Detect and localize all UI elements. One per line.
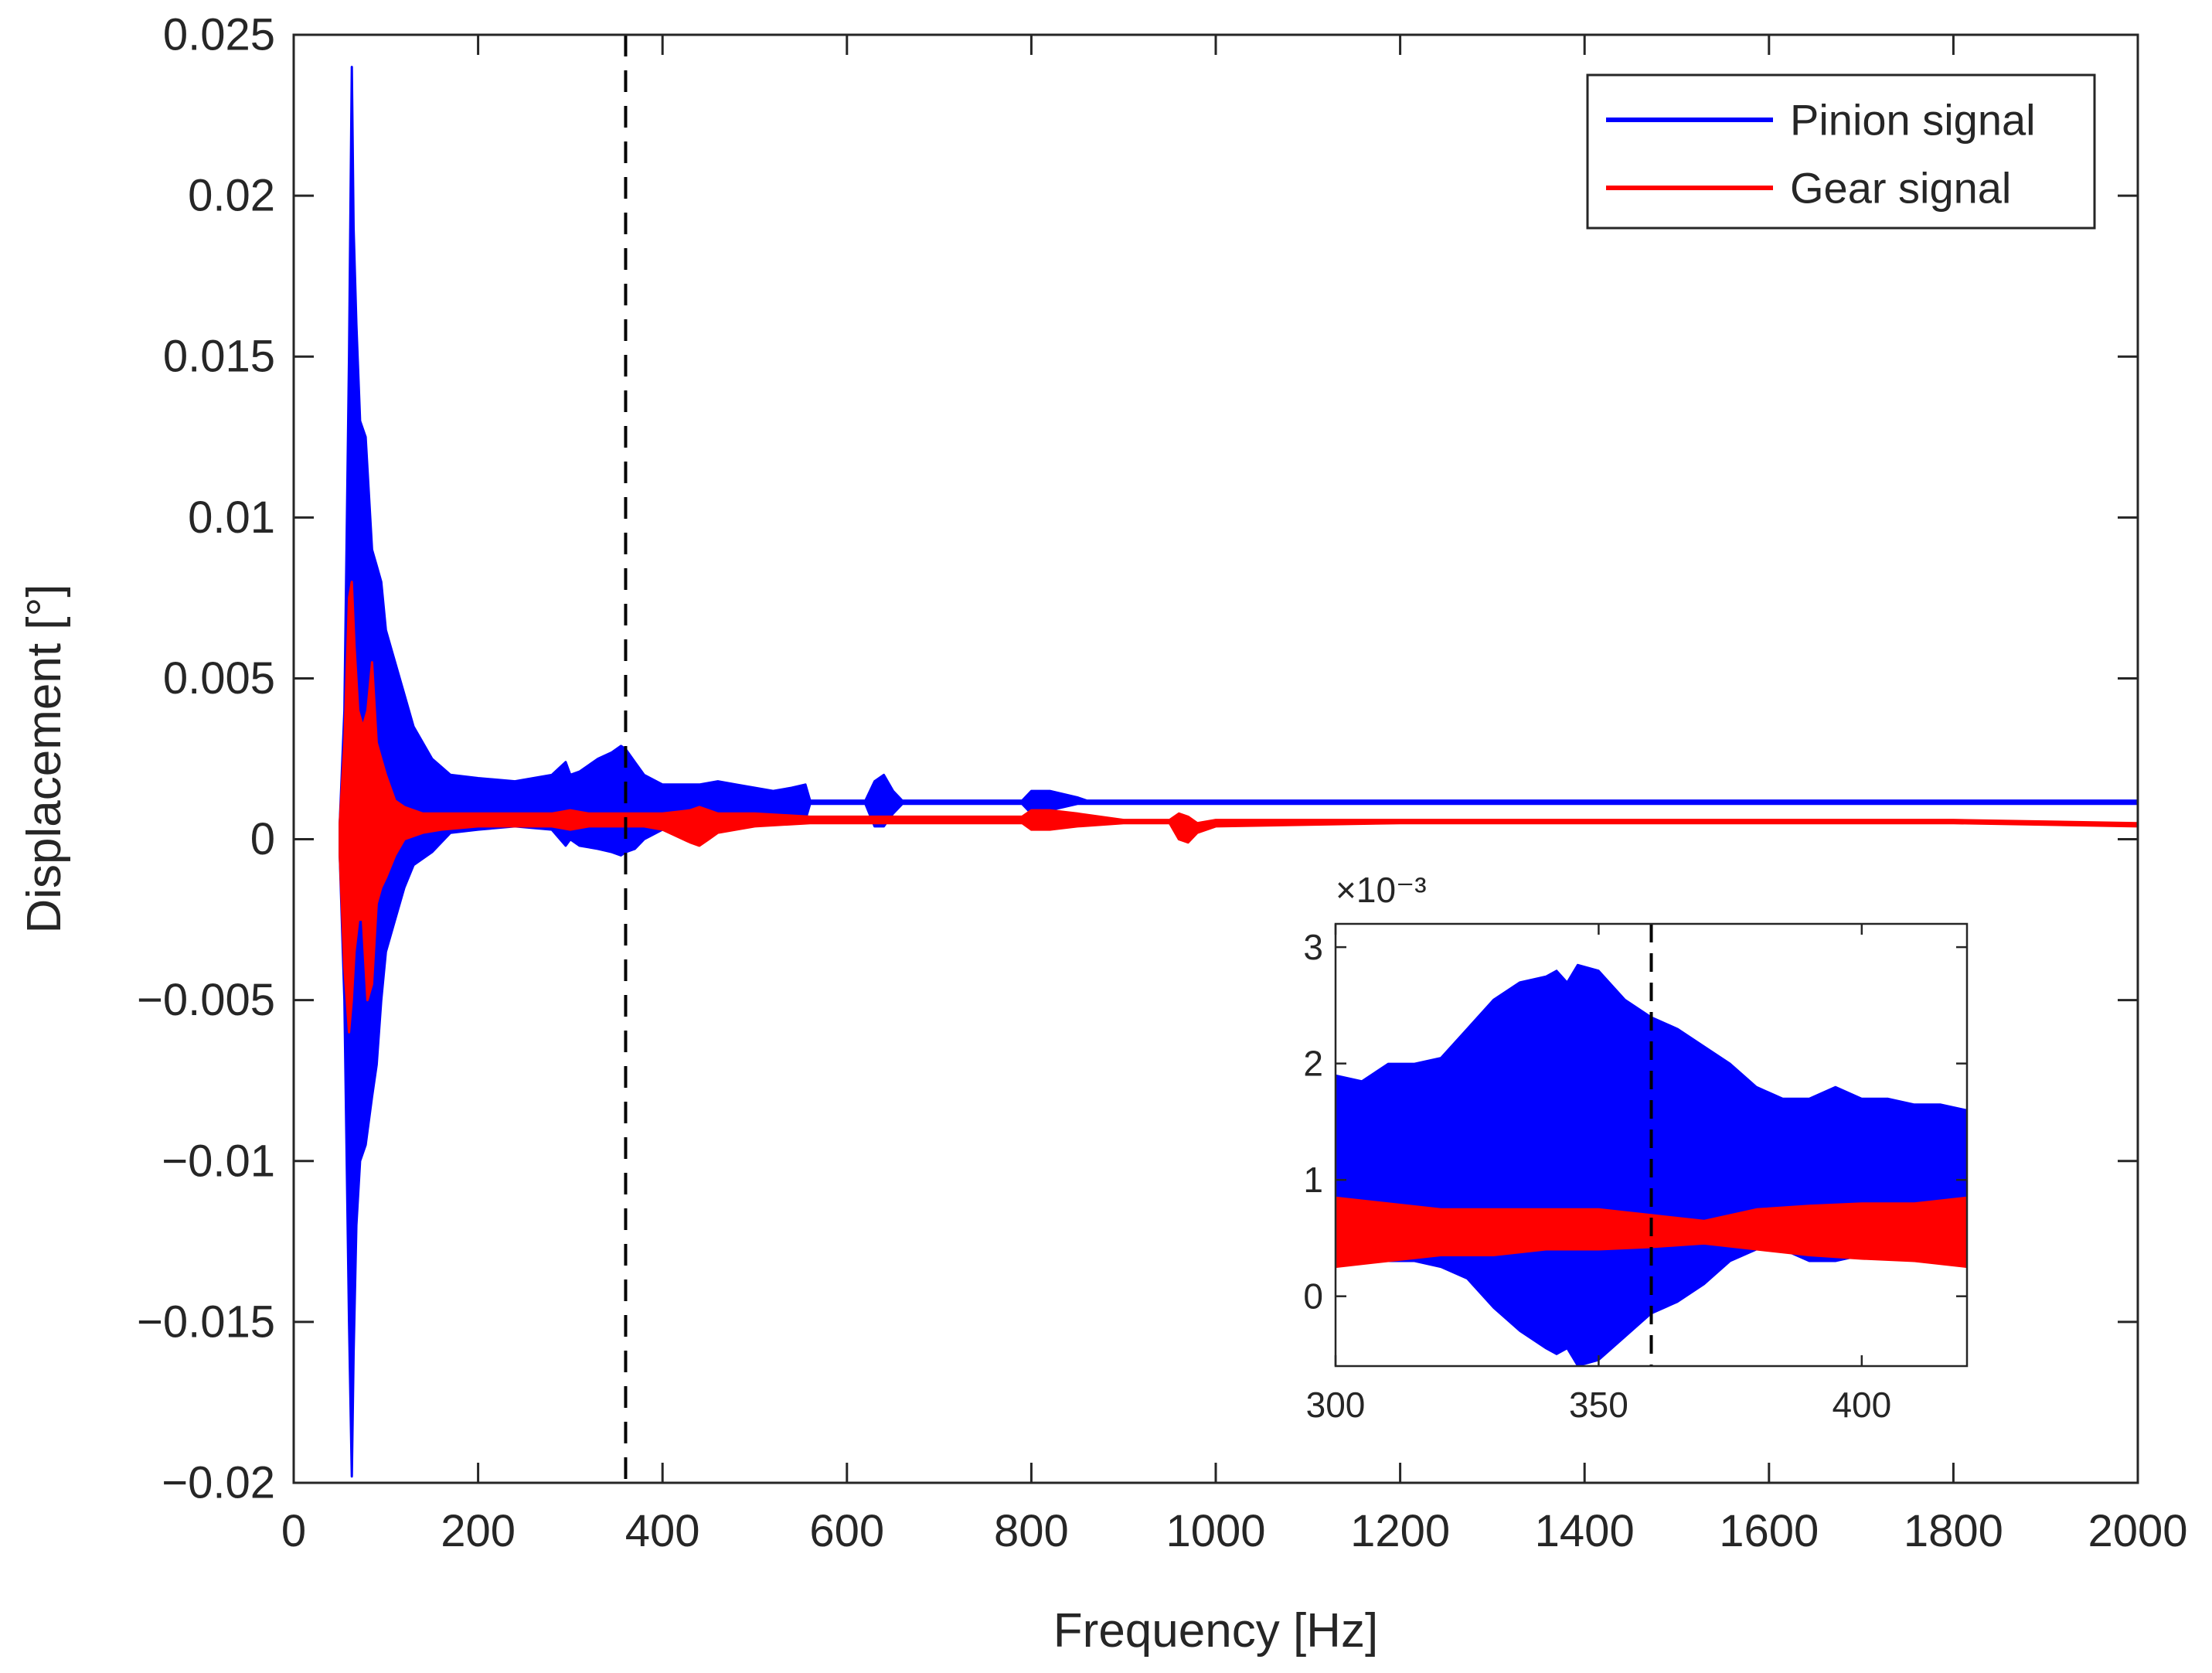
main-x-tick-label: 1000 — [1166, 1506, 1265, 1556]
main-y-tick-label: −0.005 — [137, 975, 275, 1025]
legend-box — [1586, 73, 2096, 230]
inset-y-tick-label: 2 — [1303, 1044, 1323, 1084]
inset-x-tick-label: 350 — [1569, 1385, 1628, 1425]
inset-axes-frame — [1334, 922, 1969, 1368]
main-x-tick-label: 600 — [809, 1506, 884, 1556]
legend-label-pinion-signal: Pinion signal — [1790, 96, 2036, 145]
inset-plot: 300 350 400 0 1 2 3 ×10⁻³ — [1303, 870, 1969, 1425]
inset-y-tick-label: 0 — [1303, 1276, 1323, 1317]
main-x-tick-label: 200 — [441, 1506, 516, 1556]
inset-y-tick-label: 3 — [1303, 927, 1323, 967]
main-y-tick-label: −0.01 — [162, 1136, 275, 1186]
main-series-group — [339, 66, 2138, 1478]
main-x-tick-label: 1800 — [1904, 1506, 2003, 1556]
inset-y-exponent: ×10⁻³ — [1336, 870, 1427, 910]
main-y-tick-label: 0.015 — [163, 332, 275, 382]
main-y-tick-label: −0.015 — [137, 1296, 275, 1347]
main-plot: 0 200 400 600 800 1000 1200 1400 1600 1800 2000−0.… — [18, 10, 2188, 1658]
main-x-tick-label: 2000 — [2088, 1506, 2187, 1556]
legend: Pinion signal Gear signal — [1586, 73, 2096, 230]
main-y-tick-label: 0.005 — [163, 653, 275, 704]
y-axis-title: Displacement [°] — [18, 584, 71, 933]
main-y-tick-label: 0.01 — [188, 492, 275, 543]
inset-x-tick-label: 400 — [1832, 1385, 1891, 1425]
main-x-tick-label: 1400 — [1535, 1506, 1635, 1556]
main-x-tick-label: 800 — [994, 1506, 1069, 1556]
main-x-tick-label: 1200 — [1350, 1506, 1450, 1556]
main-x-tick-label: 1600 — [1719, 1506, 1819, 1556]
main-x-tick-label: 400 — [625, 1506, 700, 1556]
main-series-gear-signal — [339, 581, 2138, 1034]
main-axes-frame — [292, 33, 2139, 1484]
main-x-tick-label: 0 — [281, 1506, 306, 1556]
main-y-tick-label: 0.02 — [188, 171, 275, 221]
inset-x-tick-label: 300 — [1306, 1385, 1366, 1425]
inset-y-tick-label: 1 — [1303, 1160, 1323, 1200]
main-y-tick-label: −0.02 — [162, 1458, 275, 1508]
main-y-tick-label: 0.025 — [163, 10, 275, 60]
legend-label-gear-signal: Gear signal — [1790, 164, 2011, 213]
x-axis-title: Frequency [Hz] — [1053, 1604, 1378, 1658]
main-y-tick-label: 0 — [250, 814, 275, 864]
